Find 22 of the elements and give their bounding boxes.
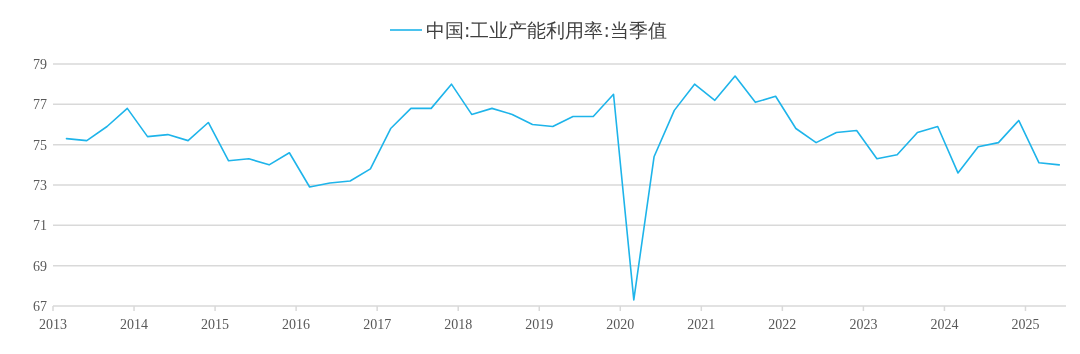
y-tick-label: 77 [33, 97, 47, 113]
y-tick-label: 69 [33, 258, 47, 274]
y-tick-label: 67 [33, 299, 47, 314]
x-tick-label: 2024 [930, 317, 959, 332]
legend-label: 中国:工业产能利用率:当季值 [426, 19, 667, 41]
x-tick-label: 2023 [849, 317, 878, 332]
x-tick-label: 2017 [363, 317, 392, 332]
line-series [65, 75, 1061, 301]
x-tick-label: 2025 [1011, 317, 1040, 332]
x-tick-label: 2021 [687, 317, 716, 332]
y-tick-label: 73 [33, 178, 47, 193]
x-tick-label: 2019 [525, 317, 554, 332]
y-tick-label: 79 [33, 57, 47, 72]
x-tick-label: 2015 [201, 317, 230, 332]
x-tick-label: 2018 [444, 317, 473, 332]
x-tick-label: 2014 [120, 317, 149, 332]
x-tick-label: 2016 [282, 317, 311, 332]
y-tick-label: 71 [33, 218, 47, 234]
x-tick-label: 2022 [768, 317, 797, 332]
y-tick-label: 75 [33, 137, 47, 153]
x-tick-label: 2020 [606, 317, 635, 332]
x-tick-label: 2013 [39, 317, 67, 332]
